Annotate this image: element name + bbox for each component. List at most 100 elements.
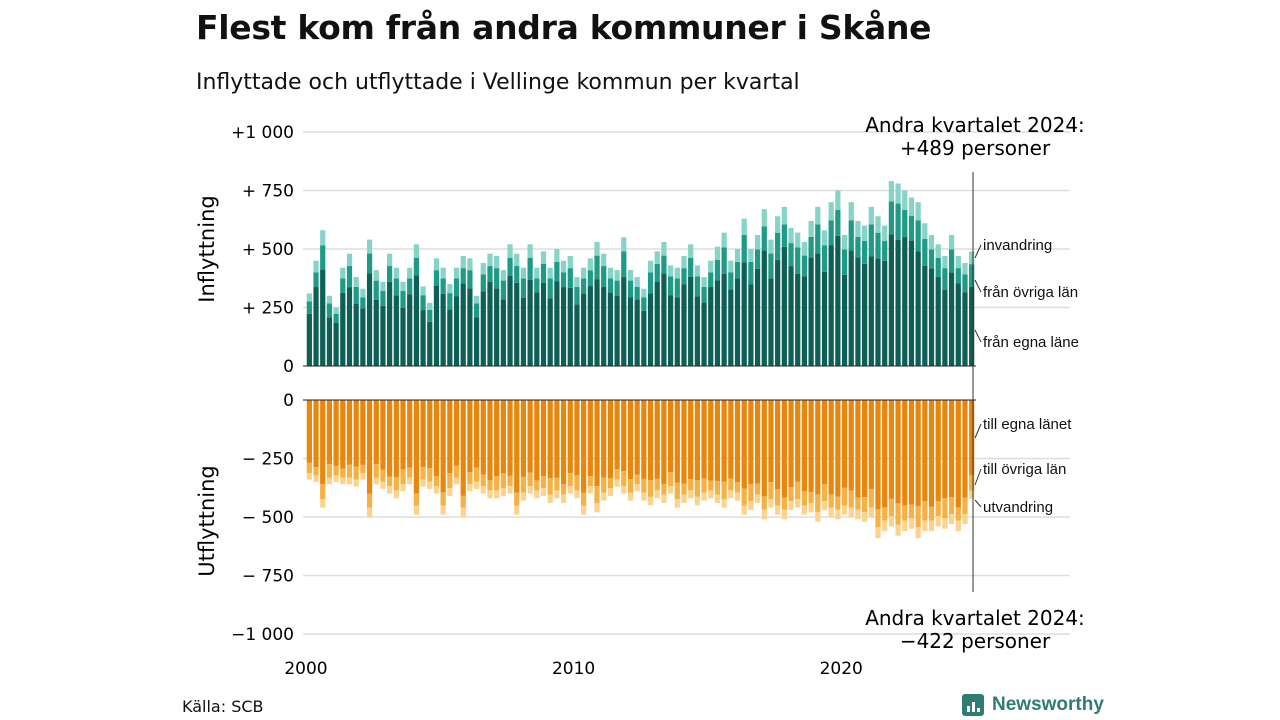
bar-segment-till-egna-länet <box>808 400 814 492</box>
bar-segment-utvandring <box>654 490 660 499</box>
bar-segment-till-övriga-län <box>808 491 814 504</box>
bar-segment-invandring <box>821 230 828 246</box>
bar-segment-invandring <box>587 258 593 271</box>
bar-segment-invandring <box>641 288 647 298</box>
bar-segment-från-egna-länet <box>306 313 312 366</box>
bar-segment-utvandring <box>928 520 935 532</box>
bar-segment-till-egna-länet <box>915 400 921 507</box>
bar-segment-invandring <box>928 234 935 250</box>
bar-segment-till-egna-länet <box>621 400 627 472</box>
bar-segment-från-övriga-län <box>728 272 734 290</box>
bar-segment-till-övriga-län <box>380 469 386 482</box>
bar-segment-till-övriga-län <box>815 494 821 512</box>
bar-segment-från-egna-länet <box>828 245 834 366</box>
bar-segment-från-egna-länet <box>788 266 794 366</box>
bar-segment-utvandring <box>467 483 473 492</box>
bar-segment-från-egna-länet <box>688 276 694 366</box>
bar-segment-utvandring <box>554 490 560 499</box>
bar-segment-till-egna-länet <box>601 400 607 478</box>
bar-segment-från-egna-länet <box>326 317 333 366</box>
bar-segment-från-övriga-län <box>346 266 353 288</box>
bar-segment-från-övriga-län <box>427 309 433 322</box>
bar-segment-invandring <box>594 241 600 256</box>
bar-segment-utvandring <box>795 499 801 508</box>
source-note: Källa: SCB <box>182 697 264 716</box>
bar-segment-till-övriga-län <box>788 487 794 502</box>
bar-segment-till-övriga-län <box>721 481 727 500</box>
bar-segment-till-egna-länet <box>848 400 854 491</box>
bar-segment-till-egna-länet <box>534 400 540 481</box>
bar-segment-utvandring <box>841 505 848 515</box>
bar-segment-till-övriga-län <box>487 480 493 491</box>
newsworthy-logo-icon <box>962 694 984 716</box>
bar-segment-från-egna-länet <box>701 302 707 366</box>
bar-segment-invandring <box>955 256 961 269</box>
annotation-inflyttning: +489 personer <box>900 136 1051 160</box>
bar-segment-från-övriga-län <box>326 303 333 318</box>
bar-segment-från-övriga-län <box>413 257 419 276</box>
bar-segment-invandring <box>574 277 580 287</box>
bar-segment-invandring <box>882 225 888 242</box>
bar-segment-från-egna-länet <box>888 234 894 366</box>
bar-segment-från-övriga-län <box>433 270 440 286</box>
y-tick-label: 0 <box>283 357 294 377</box>
bar-segment-till-övriga-län <box>922 501 928 521</box>
bar-segment-från-övriga-län <box>915 220 921 252</box>
bar-segment-utvandring <box>393 490 399 499</box>
bar-segment-från-egna-länet <box>795 273 801 366</box>
bar-segment-från-övriga-län <box>948 249 955 273</box>
bar-segment-till-egna-länet <box>841 400 848 488</box>
series-label: till egna länet <box>983 416 1072 433</box>
bar-segment-invandring <box>888 181 894 202</box>
bar-segment-utvandring <box>366 507 373 517</box>
bar-segment-till-egna-länet <box>955 400 961 508</box>
bar-segment-till-egna-länet <box>500 400 506 474</box>
bar-segment-från-övriga-län <box>841 249 848 275</box>
bar-segment-utvandring <box>868 507 874 517</box>
bar-segment-utvandring <box>882 520 888 532</box>
bar-segment-invandring <box>393 267 399 279</box>
y-tick-label: +1 000 <box>231 123 294 143</box>
bar-segment-utvandring <box>815 511 821 522</box>
bar-segment-från-övriga-län <box>908 216 915 241</box>
bar-segment-från-övriga-län <box>540 263 547 283</box>
bar-segment-till-övriga-län <box>320 484 326 500</box>
bar-segment-invandring <box>333 307 339 314</box>
bar-segment-till-övriga-län <box>962 497 968 515</box>
bar-segment-invandring <box>902 190 908 210</box>
bar-segment-invandring <box>453 267 460 279</box>
bar-segment-till-egna-länet <box>627 400 634 480</box>
bar-segment-till-egna-länet <box>734 400 741 483</box>
bar-segment-utvandring <box>326 477 333 485</box>
bar-segment-utvandring <box>714 494 721 503</box>
bar-segment-utvandring <box>387 486 393 494</box>
bar-segment-utvandring <box>621 486 627 494</box>
bar-segment-till-egna-länet <box>821 400 828 485</box>
bar-segment-från-övriga-län <box>942 268 948 290</box>
bar-segment-från-övriga-län <box>393 278 399 296</box>
bar-segment-från-egna-länet <box>915 251 921 366</box>
bar-segment-från-övriga-län <box>366 253 373 274</box>
bar-segment-från-egna-länet <box>761 250 767 366</box>
bar-segment-utvandring <box>641 492 647 501</box>
bar-segment-till-övriga-län <box>801 491 808 506</box>
bar-segment-utvandring <box>360 473 366 480</box>
bar-segment-till-egna-länet <box>554 400 560 478</box>
bar-segment-till-övriga-län <box>948 497 955 515</box>
bar-segment-utvandring <box>453 477 460 485</box>
bar-segment-utvandring <box>855 509 861 520</box>
bar-segment-från-egna-länet <box>366 273 373 366</box>
bar-segment-till-egna-länet <box>326 400 333 465</box>
bar-segment-invandring <box>427 302 433 310</box>
bar-segment-från-egna-länet <box>380 305 386 366</box>
annotation-utflyttning: −422 personer <box>900 629 1051 653</box>
bar-segment-från-övriga-län <box>848 220 854 251</box>
bar-segment-från-egna-länet <box>808 257 814 366</box>
bar-segment-till-övriga-län <box>942 497 948 519</box>
bar-segment-invandring <box>721 232 727 248</box>
bar-segment-från-övriga-län <box>380 291 386 306</box>
x-tick-label: 2020 <box>820 659 863 679</box>
bar-segment-till-övriga-län <box>581 492 587 506</box>
bar-segment-invandring <box>855 220 861 237</box>
bar-segment-till-egna-länet <box>427 400 433 469</box>
